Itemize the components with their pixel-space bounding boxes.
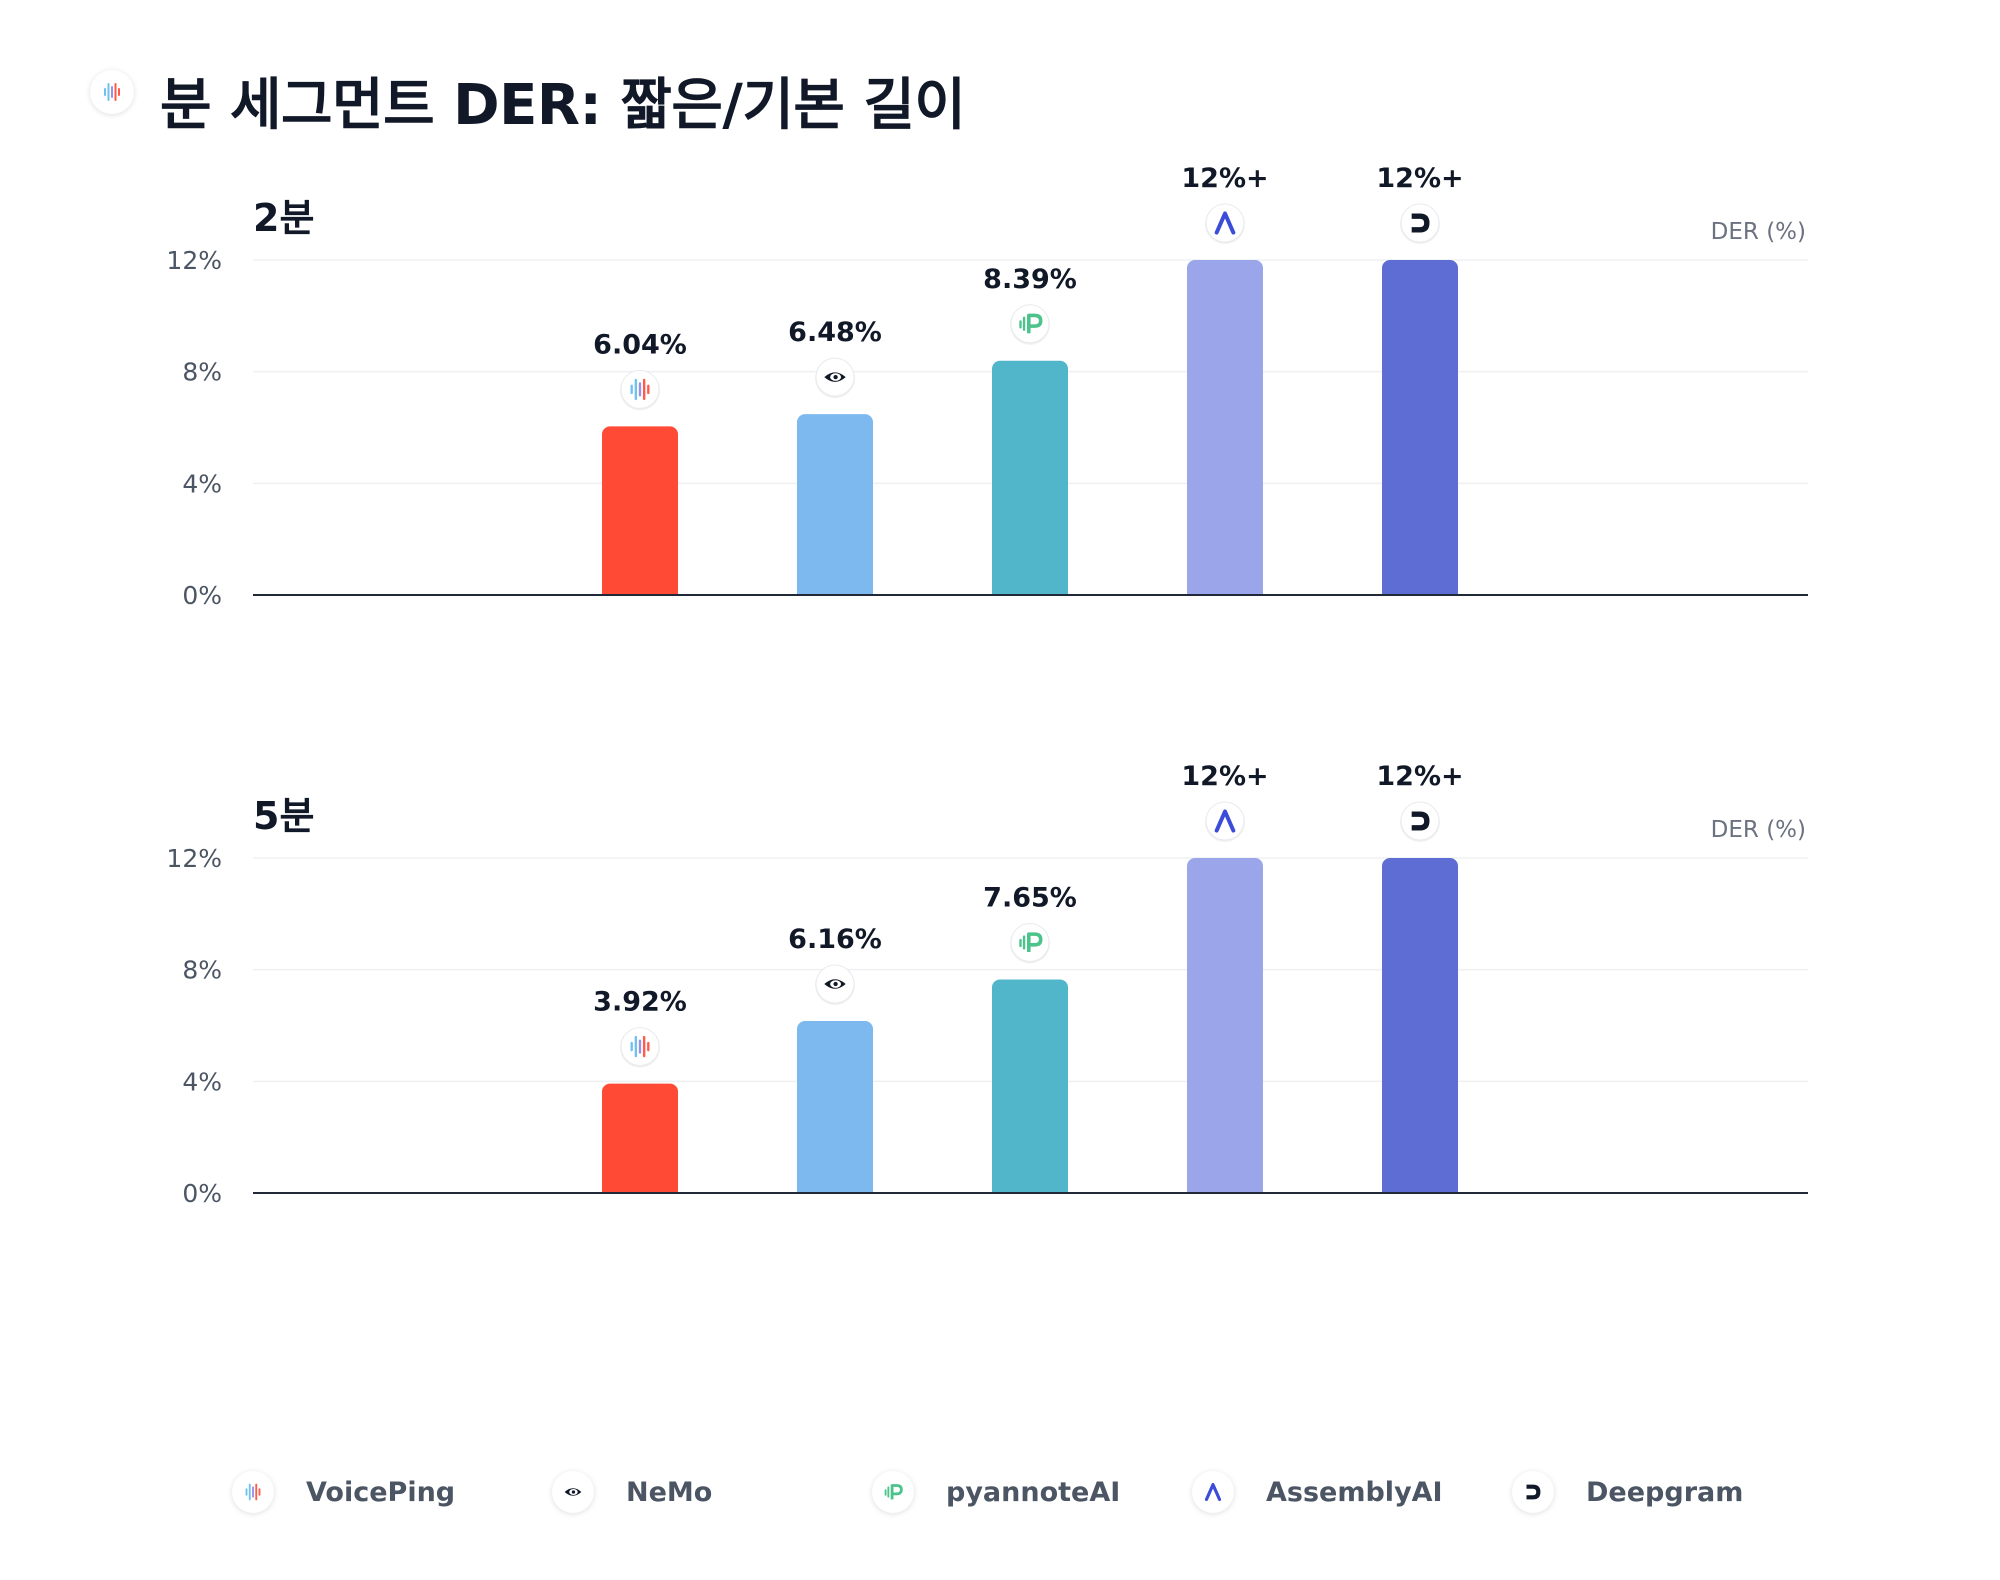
- charts-area: 2분 DER (%) 0% 4% 8% 12% 6.04% 6.48% 8.39% 12%+ 12%…: [166, 163, 1808, 1208]
- deepgram-logo-icon: [1400, 203, 1440, 244]
- bar-base-pyannoteai: [992, 585, 1068, 595]
- legend-label: pyannoteAI: [946, 1476, 1121, 1508]
- assemblyai-logo-icon: [1205, 801, 1245, 842]
- panel-title: 2분: [253, 196, 314, 240]
- bar-base-nemo: [797, 1183, 873, 1193]
- bar-assemblyai: [1187, 858, 1263, 1193]
- y-tick-label: 4%: [182, 469, 222, 498]
- bar-value-label: 12%+: [1181, 163, 1268, 194]
- bar-base-assemblyai: [1187, 585, 1263, 595]
- bar-value-label: 6.16%: [788, 924, 882, 955]
- bar-nemo: [797, 1021, 873, 1193]
- bar-value-label: 3.92%: [593, 987, 687, 1018]
- voiceping-logo-icon: [620, 1027, 660, 1068]
- bar-base-nemo: [797, 585, 873, 595]
- pyannoteai-logo-icon: [1010, 304, 1050, 345]
- page-title: 분 세그먼트 DER: 짧은/기본 길이: [160, 72, 966, 138]
- bar-deepgram: [1382, 260, 1458, 595]
- legend-item-pyannoteai: pyannoteAI: [872, 1462, 1120, 1522]
- bar-deepgram: [1382, 858, 1458, 1193]
- legend: VoicePing NeMo pyannoteAI AssemblyAI Deepgra…: [232, 1462, 1832, 1522]
- bar-base-deepgram: [1382, 1183, 1458, 1193]
- bar-voiceping: [602, 1083, 678, 1193]
- legend-label: Deepgram: [1586, 1476, 1744, 1508]
- bar-base-voiceping: [602, 585, 678, 595]
- bar-value-label: 7.65%: [983, 882, 1077, 913]
- bar-value-label: 12%+: [1376, 761, 1463, 792]
- bar-assemblyai: [1187, 260, 1263, 595]
- assemblyai-logo-icon: [1192, 1471, 1234, 1513]
- voiceping-logo-icon: [90, 70, 134, 114]
- legend-item-nemo: NeMo: [552, 1462, 712, 1522]
- bar-base-voiceping: [602, 1183, 678, 1193]
- deepgram-logo-icon: [1400, 801, 1440, 842]
- bar-base-assemblyai: [1187, 1183, 1263, 1193]
- legend-item-deepgram: Deepgram: [1512, 1462, 1743, 1522]
- y-tick-label: 0%: [182, 581, 222, 610]
- legend-label: VoicePing: [306, 1476, 456, 1508]
- y-tick-label: 12%: [166, 246, 222, 275]
- bar-voiceping: [602, 426, 678, 595]
- bar-base-deepgram: [1382, 585, 1458, 595]
- title-row: 분 세그먼트 DER: 짧은/기본 길이: [90, 60, 966, 140]
- pyannoteai-logo-icon: [872, 1471, 914, 1513]
- pyannoteai-logo-icon: [1010, 922, 1050, 964]
- y-tick-label: 8%: [182, 358, 222, 387]
- voiceping-logo-icon: [232, 1471, 274, 1513]
- legend-item-voiceping: VoicePing: [232, 1462, 455, 1522]
- bar-pyannoteai: [992, 360, 1068, 595]
- nemo-eye-logo-icon: [815, 357, 855, 399]
- bar-value-label: 6.48%: [788, 317, 882, 348]
- bar-base-pyannoteai: [992, 1183, 1068, 1193]
- y-axis-unit-label: DER (%): [1711, 817, 1806, 843]
- bar-pyannoteai: [992, 979, 1068, 1193]
- voiceping-logo-icon: [620, 369, 660, 411]
- chart-panel-2: 5분 DER (%) 0% 4% 8% 12% 3.92% 6.16% 7.65% 12%+ 12%…: [166, 761, 1808, 1208]
- nemo-eye-logo-icon: [815, 964, 855, 1006]
- bar-nemo: [797, 414, 873, 595]
- bar-value-label: 12%+: [1181, 761, 1268, 792]
- panel-title: 5분: [253, 794, 314, 838]
- nemo-eye-logo-icon: [552, 1471, 594, 1513]
- y-tick-label: 4%: [182, 1067, 222, 1096]
- legend-label: NeMo: [626, 1476, 713, 1508]
- assemblyai-logo-icon: [1205, 203, 1245, 244]
- legend-label: AssemblyAI: [1266, 1476, 1443, 1508]
- bar-value-label: 6.04%: [593, 329, 687, 360]
- legend-item-assemblyai: AssemblyAI: [1192, 1462, 1443, 1522]
- y-axis-unit-label: DER (%): [1711, 219, 1806, 245]
- bar-value-label: 8.39%: [983, 264, 1077, 295]
- bar-value-label: 12%+: [1376, 163, 1463, 194]
- y-tick-label: 12%: [166, 844, 222, 873]
- deepgram-logo-icon: [1512, 1471, 1554, 1513]
- y-tick-label: 0%: [182, 1179, 222, 1208]
- chart-panel-1: 2분 DER (%) 0% 4% 8% 12% 6.04% 6.48% 8.39% 12%+ 12%…: [166, 163, 1808, 610]
- y-tick-label: 8%: [182, 956, 222, 985]
